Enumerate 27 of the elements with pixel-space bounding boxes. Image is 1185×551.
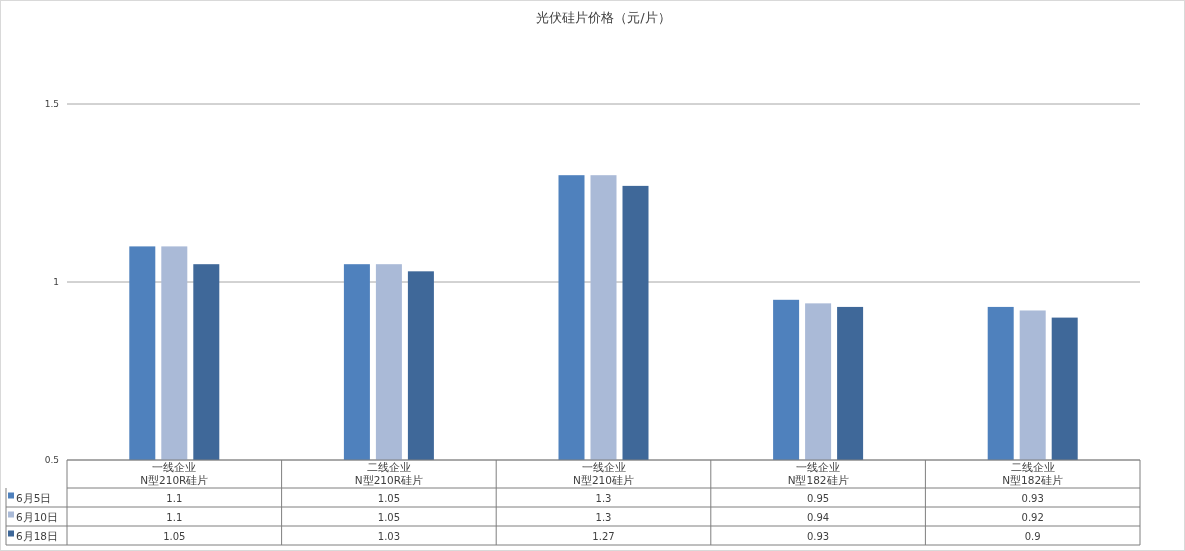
data-label: 1.05: [163, 530, 186, 542]
legend-label: 6月18日: [16, 529, 59, 542]
y-tick-label: 0.5: [44, 455, 59, 466]
data-label: 1.27: [592, 530, 615, 542]
legend-label: 6月5日: [16, 491, 52, 504]
y-tick-label: 1: [53, 277, 59, 288]
chart-title: 光伏硅片价格（元/片）: [536, 10, 671, 25]
data-label: 1.05: [377, 492, 401, 504]
data-label: 1.03: [377, 530, 401, 542]
x-tick-label: 二线企业 N型182硅片: [1002, 461, 1064, 486]
data-label: 1.3: [595, 511, 612, 523]
x-tick-label: 二线企业 N型210R硅片: [354, 461, 423, 486]
data-label: 0.9: [1024, 530, 1041, 542]
data-label: 1.05: [377, 511, 401, 523]
data-label: 0.93: [1021, 492, 1044, 504]
data-label: 0.94: [806, 511, 830, 523]
legend-label: 6月10日: [16, 510, 59, 523]
x-tick-label: 一线企业 N型210硅片: [573, 461, 634, 486]
data-label: 1.3: [595, 492, 612, 504]
data-label: 1.1: [166, 492, 183, 504]
data-label: 0.93: [806, 530, 830, 542]
y-tick-label: 1.5: [44, 99, 59, 110]
data-label: 1.1: [166, 511, 183, 523]
data-label: 0.92: [1021, 511, 1044, 523]
x-tick-label: 一线企业 N型182硅片: [787, 461, 849, 486]
x-tick-label: 一线企业 N型210R硅片: [140, 461, 209, 486]
data-label: 0.95: [806, 492, 830, 504]
